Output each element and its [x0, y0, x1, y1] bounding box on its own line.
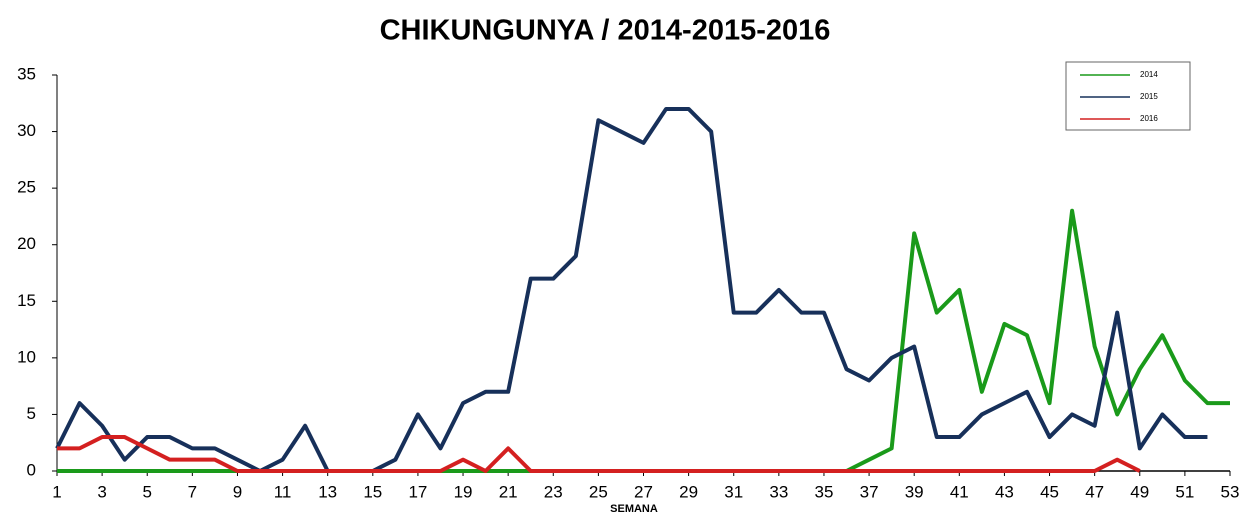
x-tick-label: 45	[1040, 482, 1059, 501]
legend-label: 2016	[1140, 114, 1158, 123]
x-tick-label: 33	[769, 482, 788, 501]
x-tick-label: 17	[408, 482, 427, 501]
series-line	[55, 106, 1208, 473]
series-line	[57, 435, 1141, 473]
x-tick-label: 21	[499, 482, 518, 501]
legend-box	[1065, 61, 1191, 131]
x-axis-label: SEMANA	[610, 503, 658, 515]
x-tick-label: 41	[950, 482, 969, 501]
y-tick-label: 20	[17, 234, 36, 253]
y-tick-label: 10	[17, 347, 36, 366]
x-tick-label: 37	[860, 482, 879, 501]
x-tick-label: 25	[589, 482, 608, 501]
x-tick-label: 53	[1221, 482, 1240, 501]
x-tick-label: 19	[454, 482, 473, 501]
y-tick-label: 5	[27, 404, 36, 423]
x-tick-label: 15	[363, 482, 382, 501]
legend-label: 2014	[1140, 70, 1158, 79]
chart-title: CHIKUNGUNYA / 2014-2015-2016	[380, 15, 831, 47]
y-tick-label: 30	[17, 121, 36, 140]
x-tick-label: 27	[634, 482, 653, 501]
x-tick-label: 43	[995, 482, 1014, 501]
x-tick-label: 29	[679, 482, 698, 501]
x-tick-label: 9	[233, 482, 242, 501]
x-tick-label: 1	[52, 482, 61, 501]
x-tick-label: 23	[544, 482, 563, 501]
x-tick-label: 47	[1085, 482, 1104, 501]
x-tick-label: 7	[188, 482, 197, 501]
x-tick-label: 31	[724, 482, 743, 501]
x-tick-label: 35	[815, 482, 834, 501]
x-tick-label: 51	[1175, 482, 1194, 501]
legend-label: 2015	[1140, 92, 1158, 101]
y-tick-label: 25	[17, 178, 36, 197]
x-tick-label: 3	[97, 482, 106, 501]
x-tick-label: 5	[142, 482, 151, 501]
x-tick-label: 11	[274, 482, 292, 501]
y-tick-label: 0	[27, 460, 36, 479]
x-tick-label: 49	[1130, 482, 1149, 501]
y-tick-label: 35	[17, 64, 36, 83]
x-tick-label: 13	[318, 482, 337, 501]
y-tick-label: 15	[17, 291, 36, 310]
x-tick-label: 39	[905, 482, 924, 501]
